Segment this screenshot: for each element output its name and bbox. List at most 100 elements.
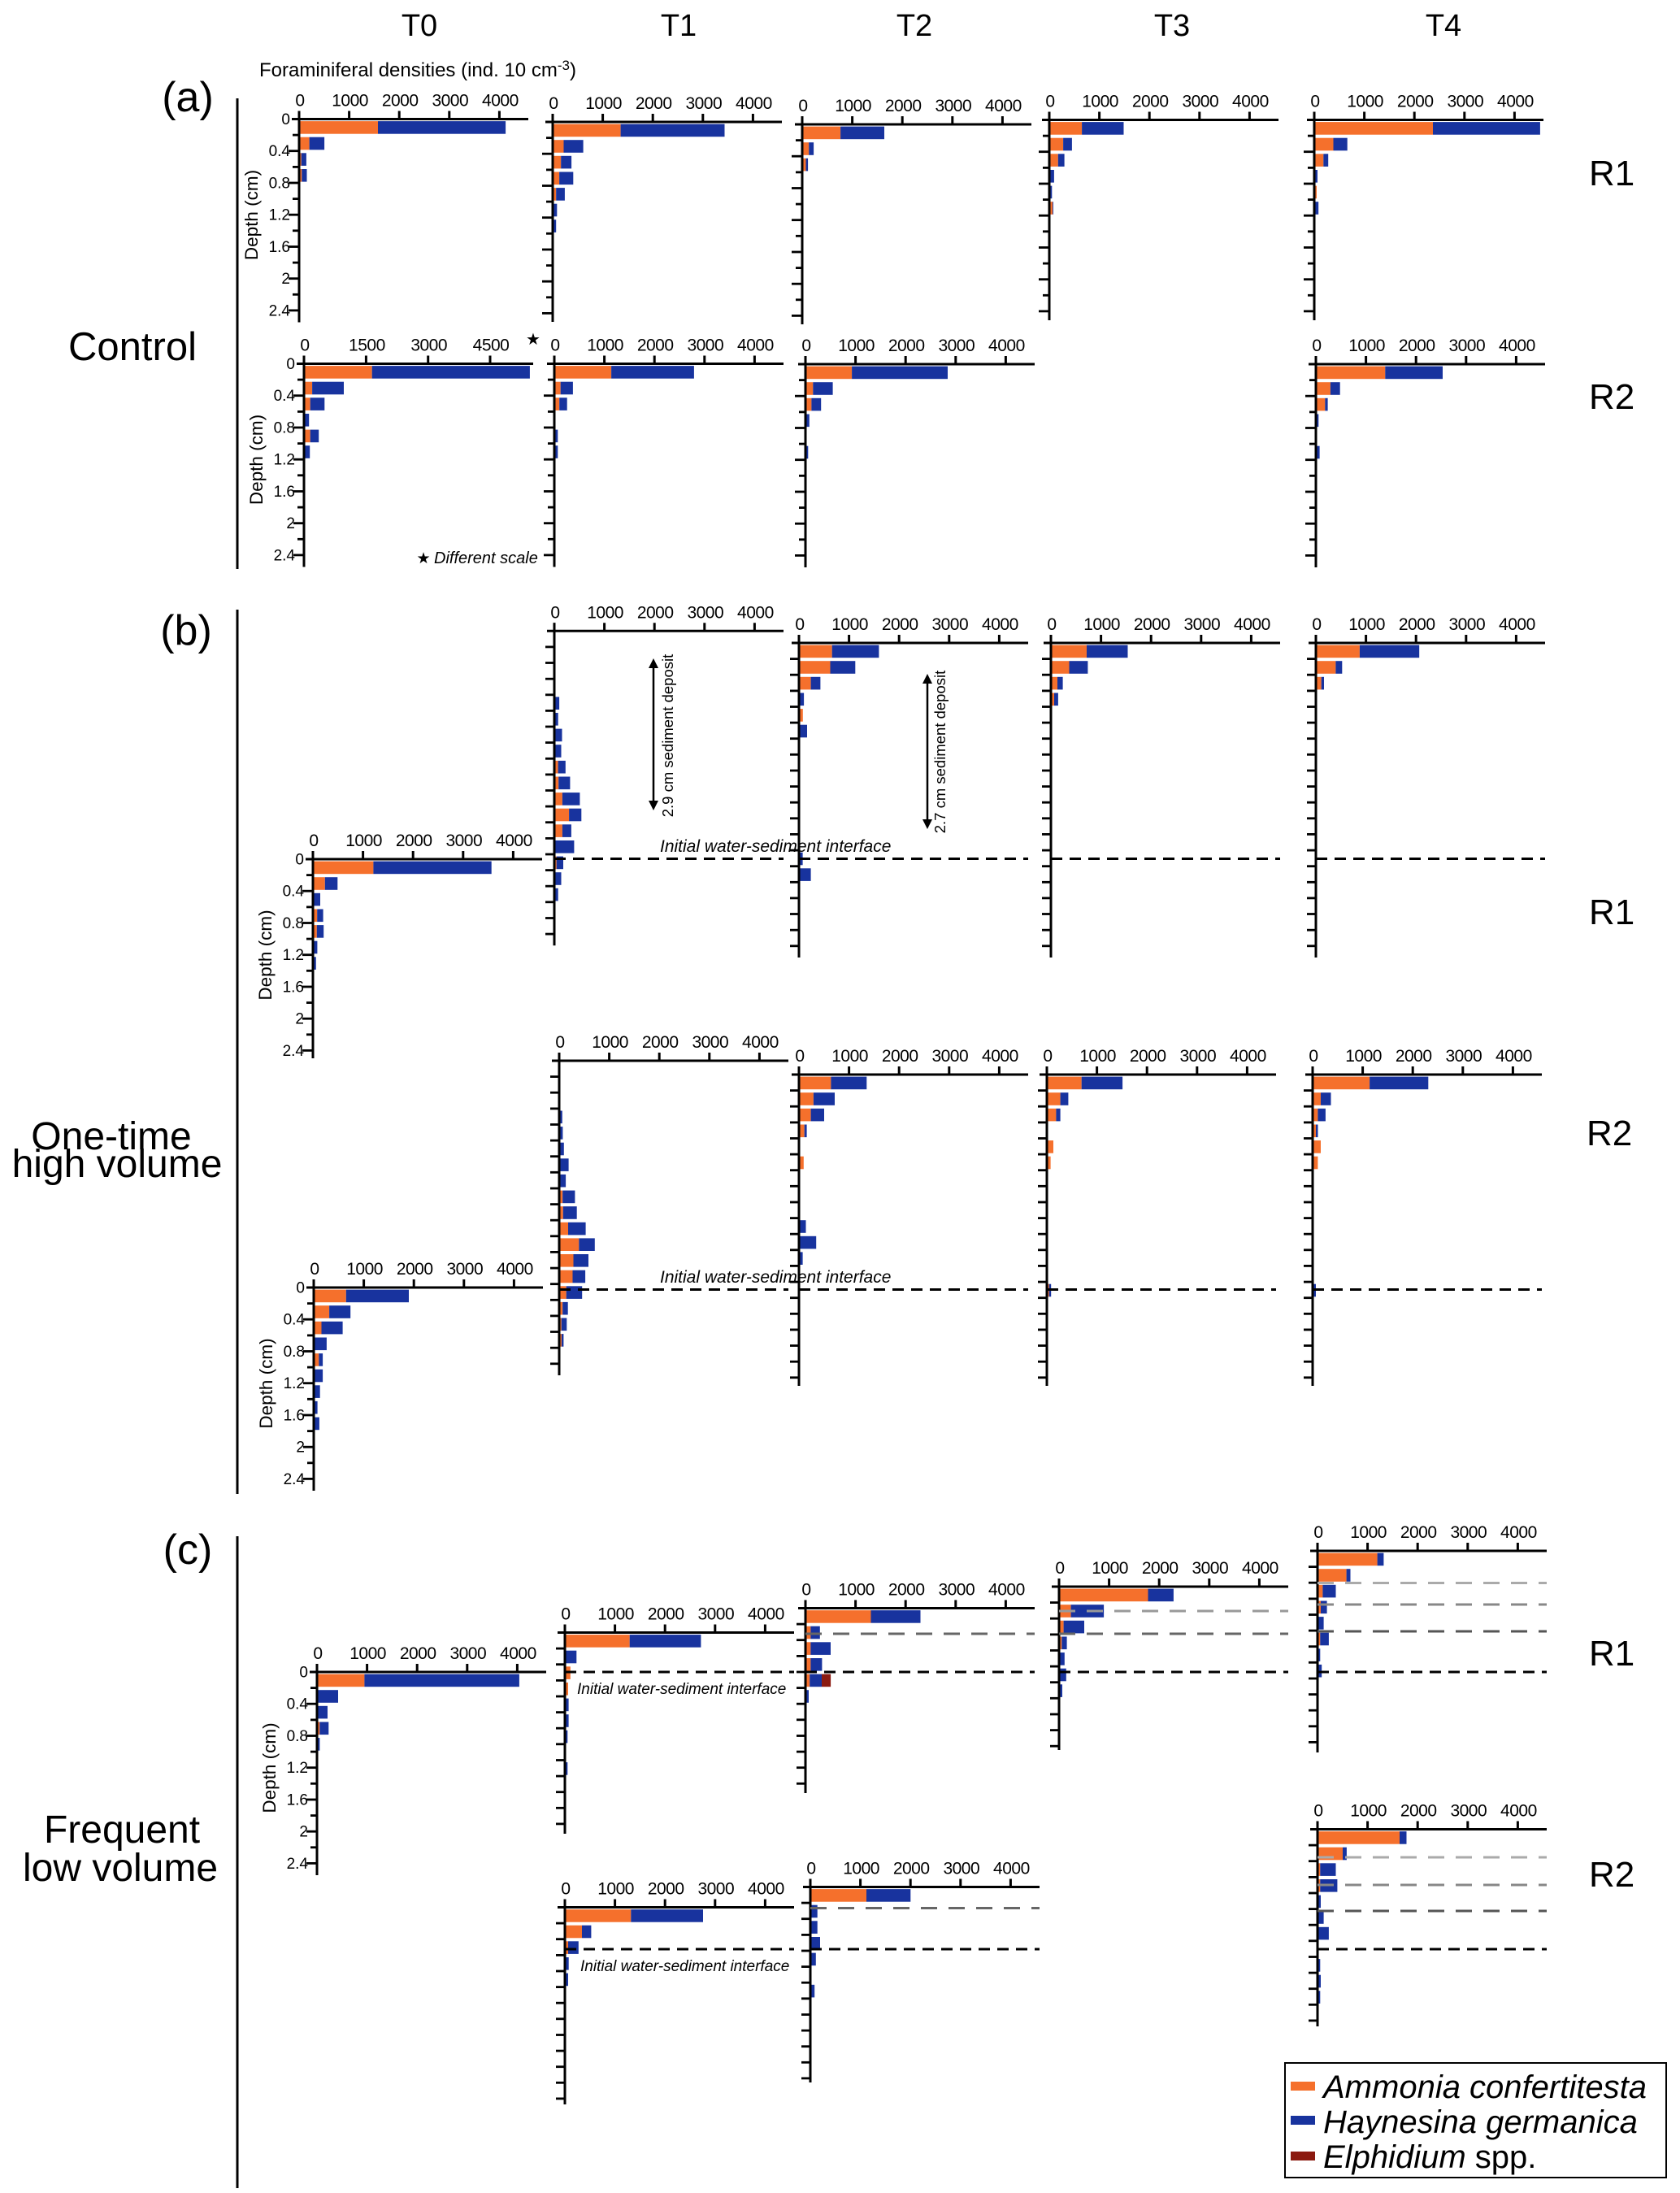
svg-text:1000: 1000	[346, 1260, 383, 1279]
svg-text:T1: T1	[661, 9, 697, 43]
svg-text:1.6: 1.6	[283, 979, 304, 997]
svg-text:1.6: 1.6	[284, 1408, 305, 1425]
svg-text:0: 0	[286, 356, 295, 373]
svg-text:0: 0	[295, 852, 304, 869]
svg-text:One-time: One-time	[31, 1115, 191, 1158]
svg-text:4000: 4000	[1497, 93, 1534, 111]
svg-text:3000: 3000	[697, 1880, 734, 1899]
svg-text:0: 0	[1310, 93, 1319, 111]
svg-text:2.7 cm sediment deposit: 2.7 cm sediment deposit	[931, 671, 949, 834]
svg-text:R2: R2	[1589, 1855, 1634, 1895]
svg-text:0: 0	[300, 337, 309, 355]
svg-text:1000: 1000	[1348, 615, 1385, 634]
svg-text:1000: 1000	[332, 92, 368, 111]
svg-text:2000: 2000	[1142, 1559, 1179, 1578]
svg-text:1000: 1000	[831, 615, 868, 634]
svg-text:1000: 1000	[1350, 1802, 1387, 1821]
svg-text:(a): (a)	[162, 74, 214, 121]
svg-text:0.8: 0.8	[269, 176, 290, 193]
svg-text:2000: 2000	[396, 832, 432, 850]
svg-text:2000: 2000	[1397, 93, 1434, 111]
svg-text:0: 0	[313, 1644, 322, 1663]
svg-text:2000: 2000	[637, 603, 674, 622]
svg-text:2.4: 2.4	[284, 1471, 306, 1488]
svg-text:T0: T0	[402, 9, 437, 43]
svg-text:Depth (cm): Depth (cm)	[241, 170, 262, 260]
svg-text:2000: 2000	[648, 1605, 684, 1624]
svg-text:0: 0	[806, 1860, 815, 1878]
svg-text:1000: 1000	[1083, 615, 1120, 634]
svg-text:3000: 3000	[446, 1260, 483, 1279]
svg-text:R2: R2	[1589, 377, 1634, 417]
svg-text:0: 0	[1045, 93, 1054, 111]
svg-text:R1: R1	[1589, 1634, 1634, 1674]
svg-text:4000: 4000	[742, 1033, 779, 1052]
svg-text:4000: 4000	[496, 832, 532, 850]
svg-text:0: 0	[1043, 1047, 1052, 1066]
svg-text:0: 0	[1313, 1802, 1322, 1821]
svg-text:4000: 4000	[482, 92, 519, 111]
svg-text:0.4: 0.4	[287, 1696, 309, 1713]
svg-text:0.4: 0.4	[283, 884, 305, 901]
svg-text:2: 2	[286, 515, 295, 532]
svg-text:0: 0	[1312, 615, 1321, 634]
svg-text:4000: 4000	[1499, 337, 1535, 355]
svg-text:Initial water-sediment interfa: Initial water-sediment interface	[580, 1958, 789, 1975]
svg-text:1000: 1000	[587, 337, 623, 355]
svg-text:2000: 2000	[1399, 615, 1435, 634]
svg-text:0: 0	[550, 337, 559, 355]
svg-text:0.8: 0.8	[283, 915, 304, 932]
svg-text:4000: 4000	[1500, 1523, 1537, 1542]
svg-text:3000: 3000	[935, 97, 971, 115]
svg-text:3000: 3000	[1448, 337, 1485, 355]
svg-text:4000: 4000	[1496, 1047, 1532, 1066]
svg-text:1.2: 1.2	[269, 207, 290, 224]
svg-text:1500: 1500	[349, 337, 385, 355]
svg-text:1.2: 1.2	[274, 452, 295, 469]
svg-text:0: 0	[1047, 615, 1056, 634]
svg-text:0: 0	[801, 337, 810, 355]
svg-text:Elphidium spp.: Elphidium spp.	[1323, 2139, 1536, 2175]
svg-text:4000: 4000	[993, 1860, 1030, 1878]
svg-text:3000: 3000	[445, 832, 482, 850]
svg-text:T2: T2	[896, 9, 932, 43]
svg-text:2000: 2000	[882, 615, 918, 634]
svg-text:4000: 4000	[748, 1880, 784, 1899]
svg-text:1.6: 1.6	[269, 239, 290, 256]
svg-text:R1: R1	[1589, 892, 1634, 932]
svg-text:T4: T4	[1426, 9, 1461, 43]
svg-text:2.9 cm sediment deposit: 2.9 cm sediment deposit	[659, 654, 676, 818]
svg-text:3000: 3000	[1192, 1559, 1228, 1578]
svg-text:R2: R2	[1587, 1114, 1632, 1153]
svg-text:4000: 4000	[982, 1047, 1018, 1066]
svg-text:1000: 1000	[1348, 337, 1385, 355]
svg-text:0.4: 0.4	[284, 1312, 306, 1329]
svg-text:1000: 1000	[349, 1644, 386, 1663]
svg-text:3000: 3000	[687, 337, 723, 355]
svg-text:3000: 3000	[938, 337, 975, 355]
svg-text:1.6: 1.6	[287, 1792, 308, 1809]
svg-text:2000: 2000	[1396, 1047, 1432, 1066]
svg-text:Depth (cm): Depth (cm)	[246, 415, 267, 505]
svg-text:0: 0	[795, 615, 804, 634]
svg-text:4500: 4500	[473, 337, 510, 355]
svg-text:4000: 4000	[1500, 1802, 1537, 1821]
svg-text:4000: 4000	[1499, 615, 1535, 634]
svg-text:Ammonia confertitesta: Ammonia confertitesta	[1322, 2069, 1647, 2105]
svg-text:1000: 1000	[592, 1033, 628, 1052]
svg-text:0: 0	[795, 1047, 804, 1066]
svg-text:1000: 1000	[1345, 1047, 1382, 1066]
svg-text:2000: 2000	[1399, 337, 1435, 355]
svg-text:Initial water-sediment interfa: Initial water-sediment interface	[660, 1268, 891, 1287]
svg-text:0.4: 0.4	[269, 143, 291, 160]
svg-text:1000: 1000	[838, 1581, 875, 1600]
svg-text:0.4: 0.4	[274, 388, 296, 405]
svg-text:1000: 1000	[843, 1860, 879, 1878]
svg-text:1000: 1000	[835, 97, 871, 115]
svg-text:3000: 3000	[685, 94, 722, 113]
svg-text:1000: 1000	[1347, 93, 1383, 111]
svg-text:0: 0	[798, 97, 807, 115]
svg-text:2000: 2000	[637, 337, 674, 355]
svg-text:2000: 2000	[1400, 1523, 1437, 1542]
svg-text:4000: 4000	[985, 97, 1022, 115]
